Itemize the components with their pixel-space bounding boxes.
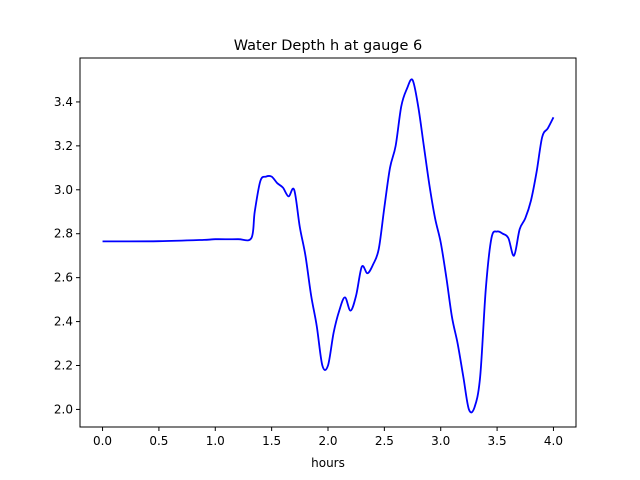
plot-frame xyxy=(79,57,577,428)
chart-title: Water Depth h at gauge 6 xyxy=(234,38,422,54)
x-axis-ticks: 0.0 0.5 1.0 1.5 2.0 2.5 3.0 3.5 4.0 xyxy=(93,427,563,448)
x-tick-label: 3.0 xyxy=(431,434,450,448)
x-tick-label: 1.0 xyxy=(206,434,225,448)
y-tick-label: 2.6 xyxy=(54,271,73,285)
x-tick-label: 1.5 xyxy=(262,434,281,448)
y-tick-label: 2.0 xyxy=(54,402,73,416)
y-axis-ticks: 2.0 2.2 2.4 2.6 2.8 3.0 3.2 3.4 xyxy=(54,95,80,416)
plot-area xyxy=(80,58,576,427)
y-tick-label: 3.0 xyxy=(54,183,73,197)
x-tick-label: 4.0 xyxy=(544,434,563,448)
series-line-0 xyxy=(102,78,555,414)
y-tick-label: 2.8 xyxy=(54,227,73,241)
y-tick-label: 3.2 xyxy=(54,139,73,153)
x-tick-label: 3.5 xyxy=(488,434,507,448)
y-tick-label: 2.4 xyxy=(54,315,73,329)
x-tick-label: 0.0 xyxy=(93,434,112,448)
x-axis-label: hours xyxy=(311,456,345,470)
x-tick-label: 2.0 xyxy=(318,434,337,448)
series-layer xyxy=(102,78,555,414)
x-tick-label: 2.5 xyxy=(375,434,394,448)
x-tick-label: 0.5 xyxy=(149,434,168,448)
y-tick-label: 3.4 xyxy=(54,95,73,109)
y-tick-label: 2.2 xyxy=(54,359,73,373)
